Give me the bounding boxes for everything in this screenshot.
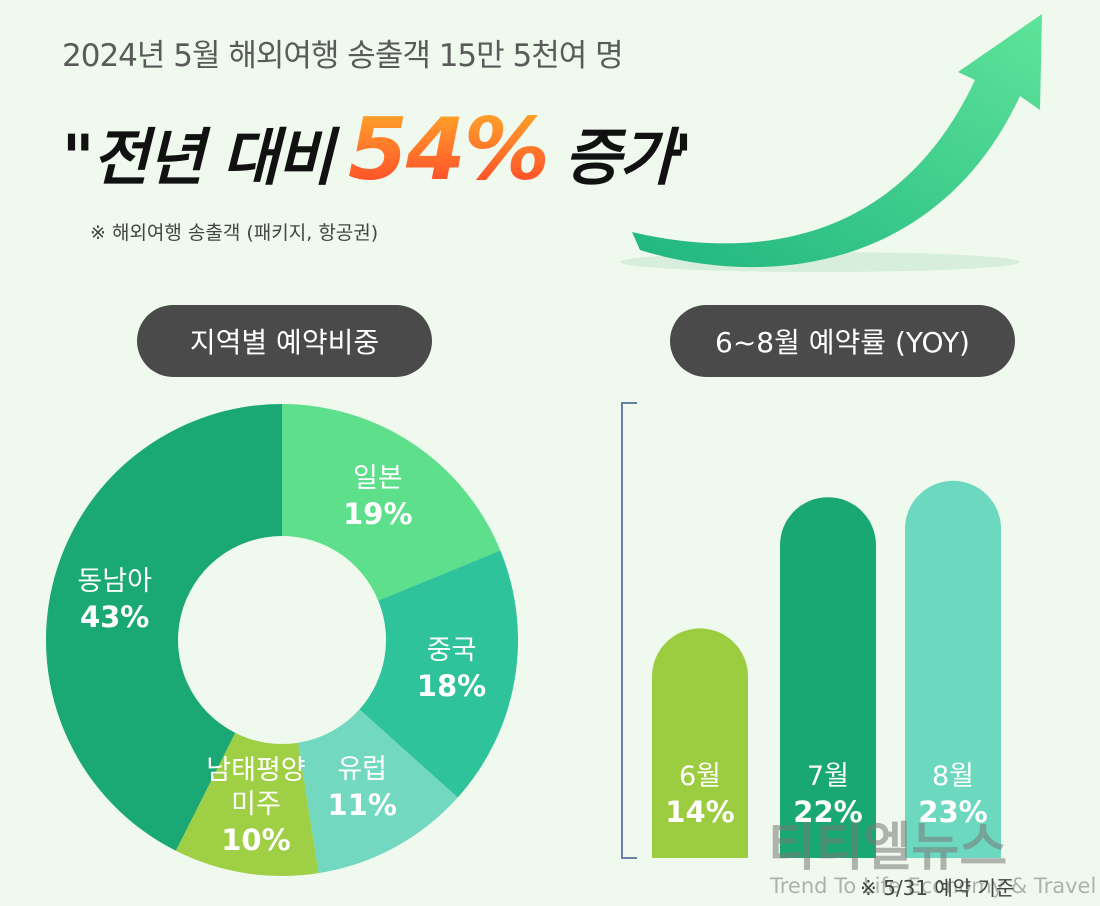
value-label: 19% bbox=[343, 497, 413, 532]
subtitle: 2024년 5월 해외여행 송출객 15만 5천여 명 bbox=[62, 38, 624, 74]
category-label: 중국 bbox=[426, 635, 477, 667]
axis-bracket bbox=[621, 402, 637, 859]
data-label: 중국 18% bbox=[417, 634, 486, 704]
category-label: 일본 bbox=[352, 463, 403, 495]
headline: "전년 대비 54% 증가' bbox=[62, 100, 693, 200]
donut-slice bbox=[282, 404, 501, 601]
data-label: 8월 23% bbox=[918, 760, 987, 830]
value-label: 18% bbox=[416, 669, 487, 704]
category-label: 유럽 bbox=[337, 753, 388, 785]
donut-slice bbox=[45, 404, 282, 851]
headline-text: "전년 대비 bbox=[62, 121, 334, 194]
watermark-logo: 티티엘뉴스 bbox=[768, 818, 1008, 878]
category-label: 6월 bbox=[678, 761, 722, 792]
value-label: 14% bbox=[665, 795, 735, 829]
headline-text: 증가' bbox=[563, 121, 693, 194]
chart-note: ※ 5/31 예약 기준 bbox=[860, 876, 1015, 900]
bar bbox=[780, 497, 876, 858]
category-label: 7월 bbox=[806, 761, 850, 792]
bar bbox=[905, 480, 1001, 858]
data-label: 남태평양 미주 10% bbox=[201, 754, 311, 858]
chart-title: 6~8월 예약률 (YOY) bbox=[670, 305, 1015, 377]
value-label: 43% bbox=[79, 600, 150, 635]
category-label: 8월 bbox=[931, 761, 975, 792]
note: ※ 해외여행 송출객 (패키지, 항공권) bbox=[90, 222, 379, 244]
category-label: 동남아 bbox=[77, 566, 152, 598]
value-label: 11% bbox=[327, 787, 397, 822]
data-label: 6월 14% bbox=[665, 760, 734, 830]
value-label: 22% bbox=[793, 795, 863, 829]
chart-title: 지역별 예약비중 bbox=[137, 305, 432, 377]
headline-value: 54% bbox=[348, 100, 550, 200]
bar bbox=[652, 628, 748, 858]
arrow-icon bbox=[632, 14, 1042, 268]
data-label: 일본 19% bbox=[343, 462, 412, 532]
watermark-tagline: Trend To Life Economy & Travel bbox=[770, 874, 1097, 898]
value-label: 23% bbox=[918, 795, 988, 829]
category-label: 남태평양 미주 bbox=[206, 754, 306, 820]
data-label: 동남아 43% bbox=[77, 565, 152, 635]
data-label: 7월 22% bbox=[793, 760, 862, 830]
donut-slice bbox=[175, 732, 319, 877]
data-label: 유럽 11% bbox=[327, 753, 396, 823]
donut-slice bbox=[359, 550, 518, 798]
donut-slice bbox=[298, 709, 458, 874]
value-label: 10% bbox=[221, 822, 291, 857]
